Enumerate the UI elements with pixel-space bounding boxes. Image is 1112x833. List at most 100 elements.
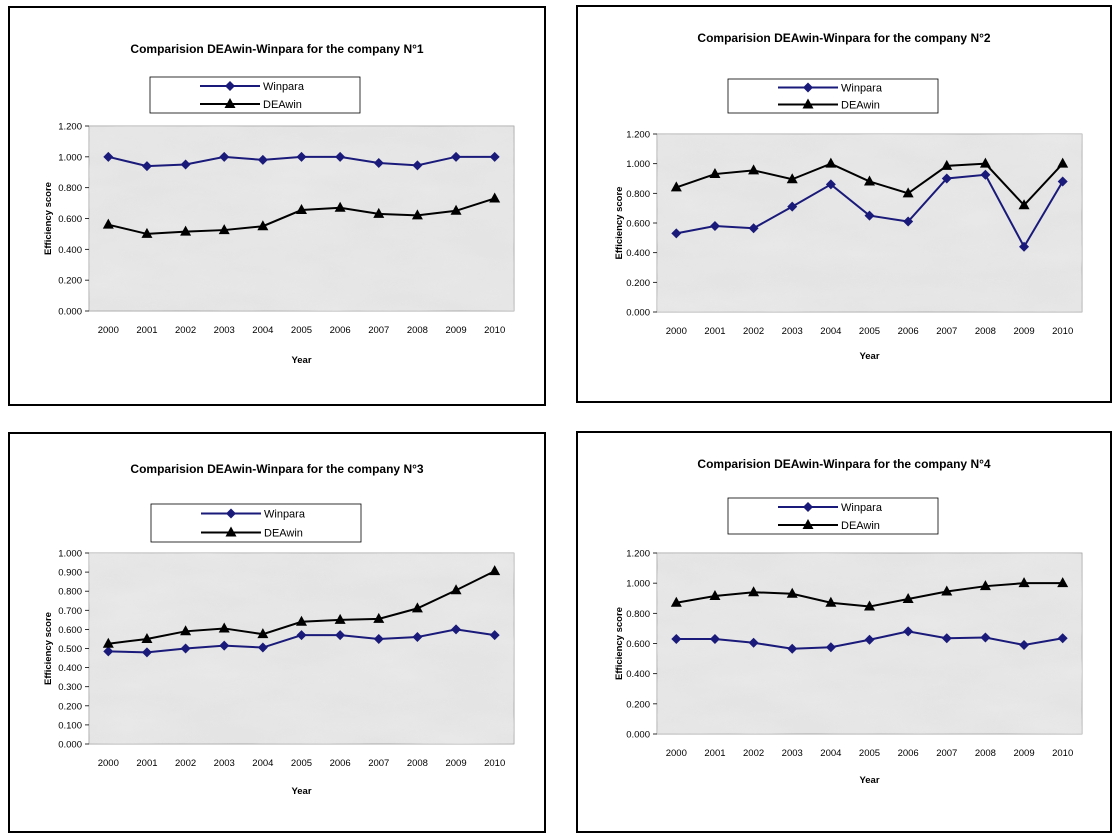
data-point-deawin: [979, 580, 991, 591]
x-tick-label: 2002: [743, 326, 764, 337]
data-point-winpara: [1019, 640, 1030, 651]
x-tick-label: 2000: [666, 748, 687, 759]
x-tick-label: 2009: [445, 325, 466, 336]
y-axis-title: Efficiency score: [614, 607, 625, 680]
data-point-deawin: [180, 225, 192, 236]
data-point-deawin: [180, 625, 192, 636]
x-tick-label: 2006: [898, 748, 919, 759]
data-point-deawin: [864, 175, 875, 186]
legend-marker-triangle: [224, 98, 236, 108]
x-tick-label: 2007: [936, 748, 957, 759]
data-point-winpara: [1019, 241, 1030, 252]
data-point-deawin: [902, 593, 914, 604]
x-tick-label: 2001: [136, 325, 157, 336]
legend-box: [727, 497, 939, 535]
y-tick-label: 0.200: [58, 701, 82, 712]
data-point-deawin: [296, 204, 307, 215]
y-tick-label: 1.200: [626, 549, 650, 560]
y-tick-label: 1.000: [626, 579, 650, 590]
data-point-winpara: [671, 633, 682, 644]
x-tick-label: 2006: [330, 758, 351, 769]
data-point-winpara: [941, 633, 952, 644]
chart-title: Comparision DEAwin-Winpara for the compa…: [130, 42, 424, 56]
data-point-winpara: [451, 624, 462, 635]
x-tick-label: 2003: [782, 748, 803, 759]
data-point-winpara: [103, 646, 114, 657]
y-tick-label: 0.200: [626, 699, 650, 710]
x-tick-label: 2001: [704, 748, 725, 759]
data-point-deawin: [1057, 157, 1069, 168]
data-point-deawin: [941, 585, 953, 596]
legend-marker-diamond: [803, 82, 813, 93]
data-point-deawin: [1018, 199, 1030, 210]
data-point-deawin: [864, 600, 875, 611]
x-axis-title: Year: [291, 786, 311, 797]
x-tick-label: 2010: [1052, 326, 1073, 337]
y-tick-label: 0.500: [58, 644, 82, 655]
legend-label: Winpara: [841, 83, 883, 95]
x-tick-label: 2004: [820, 748, 841, 759]
chart-svg: Comparision DEAwin-Winpara for the compa…: [43, 462, 515, 797]
data-point-deawin: [748, 586, 760, 597]
data-point-winpara: [296, 630, 307, 641]
data-point-deawin: [373, 207, 385, 218]
chart-svg: Comparision DEAwin-Winpara for the compa…: [614, 457, 1083, 786]
legend-label: DEAwin: [841, 520, 880, 532]
x-axis-title: Year: [291, 355, 311, 366]
chart-panel-company-1: Comparision DEAwin-Winpara for the compa…: [8, 6, 546, 406]
data-point-winpara: [825, 642, 836, 653]
y-tick-label: 1.000: [58, 152, 82, 163]
x-tick-label: 2003: [214, 325, 235, 336]
data-point-winpara: [412, 632, 423, 643]
chart-title: Comparision DEAwin-Winpara for the compa…: [697, 31, 991, 45]
data-point-deawin: [218, 224, 230, 235]
data-point-deawin: [1018, 577, 1030, 588]
y-tick-label: 0.000: [58, 307, 82, 318]
y-tick-label: 1.200: [58, 122, 82, 133]
data-point-deawin: [141, 227, 153, 238]
data-point-winpara: [489, 151, 500, 162]
data-point-deawin: [979, 157, 991, 168]
data-point-winpara: [671, 228, 682, 239]
data-point-deawin: [334, 201, 346, 212]
data-point-winpara: [257, 154, 268, 165]
data-point-deawin: [218, 622, 230, 633]
legend-marker-diamond: [226, 508, 236, 519]
data-point-deawin: [141, 632, 153, 643]
x-tick-label: 2008: [975, 748, 996, 759]
data-point-winpara: [373, 633, 384, 644]
data-point-winpara: [825, 179, 836, 190]
x-tick-label: 2005: [291, 758, 312, 769]
y-tick-label: 0.300: [58, 682, 82, 693]
x-tick-label: 2001: [136, 758, 157, 769]
y-tick-label: 0.800: [626, 609, 650, 620]
data-point-winpara: [335, 630, 346, 641]
data-point-winpara: [103, 151, 114, 162]
x-axis-title: Year: [859, 351, 879, 362]
data-point-winpara: [141, 161, 152, 172]
data-point-winpara: [412, 160, 423, 171]
x-tick-label: 2008: [407, 325, 428, 336]
x-tick-label: 2007: [368, 758, 389, 769]
data-point-winpara: [980, 169, 991, 180]
y-axis-title: Efficiency score: [614, 187, 625, 260]
legend-marker-triangle: [802, 519, 814, 529]
data-point-deawin: [825, 157, 837, 168]
x-tick-label: 2005: [859, 748, 880, 759]
data-point-winpara: [335, 151, 346, 162]
x-tick-label: 2007: [936, 326, 957, 337]
legend-label: DEAwin: [264, 528, 303, 540]
data-point-winpara: [141, 647, 152, 658]
x-tick-label: 2010: [484, 325, 505, 336]
data-point-winpara: [1057, 176, 1068, 187]
y-tick-label: 0.600: [58, 625, 82, 636]
legend-label: DEAwin: [263, 99, 302, 111]
data-point-winpara: [257, 642, 268, 653]
x-tick-label: 2008: [975, 326, 996, 337]
x-tick-label: 2006: [330, 325, 351, 336]
chart-panel-company-2: Comparision DEAwin-Winpara for the compa…: [576, 5, 1112, 403]
data-point-deawin: [748, 164, 760, 175]
chart-panel-company-4: Comparision DEAwin-Winpara for the compa…: [576, 431, 1112, 833]
data-point-deawin: [411, 602, 423, 613]
x-tick-label: 2005: [859, 326, 880, 337]
